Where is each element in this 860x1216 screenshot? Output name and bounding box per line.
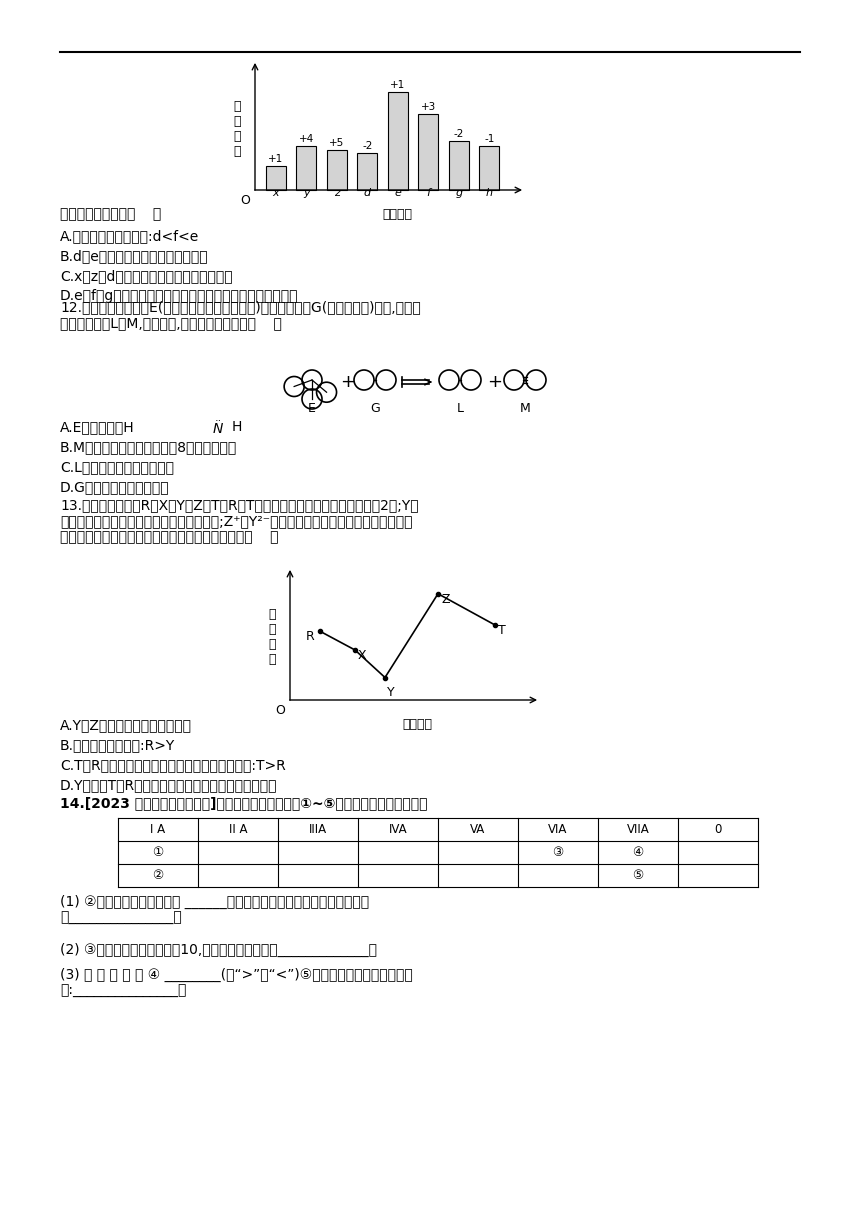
Text: ②: ②: [152, 869, 163, 882]
Text: y: y: [303, 188, 310, 198]
Bar: [388, 92, 408, 190]
Text: 原子序数: 原子序数: [382, 208, 412, 221]
Text: -2: -2: [454, 129, 464, 139]
Bar: [266, 165, 286, 190]
Text: 原
子
半
径: 原 子 半 径: [233, 100, 241, 158]
Text: R: R: [306, 630, 315, 643]
Text: g: g: [455, 188, 463, 198]
Text: 原
子
半
径: 原 子 半 径: [268, 608, 276, 666]
Text: IVA: IVA: [389, 823, 408, 837]
Text: -2: -2: [362, 141, 372, 152]
Text: +1: +1: [390, 80, 405, 90]
Text: IIIA: IIIA: [309, 823, 327, 837]
Text: -1: -1: [484, 134, 494, 143]
Text: z: z: [334, 188, 340, 198]
Text: M: M: [519, 402, 531, 415]
Bar: [327, 150, 347, 190]
Text: ③: ③: [552, 846, 563, 858]
Text: +5: +5: [329, 137, 344, 147]
Text: A.E的电子式为H: A.E的电子式为H: [60, 420, 135, 434]
Text: L: L: [457, 402, 464, 415]
Text: II A: II A: [229, 823, 248, 837]
Text: +: +: [488, 373, 502, 392]
Text: +1: +1: [268, 153, 283, 164]
Text: +: +: [341, 373, 355, 392]
Text: f: f: [427, 188, 430, 198]
Text: B.d与e组成的化合物一定只含离子键: B.d与e组成的化合物一定只含离子键: [60, 249, 209, 263]
Text: e: e: [395, 188, 402, 198]
Text: D.Y分别与T、R组成的二元化合物的水溶液一定是强酸: D.Y分别与T、R组成的二元化合物的水溶液一定是强酸: [60, 778, 278, 792]
Text: A.离子半径的大小顺序:d<f<e: A.离子半径的大小顺序:d<f<e: [60, 229, 200, 243]
Text: Y: Y: [387, 686, 395, 698]
Text: D.e、f、g的最高价氧化物对应的水化物两两之间能发生反应: D.e、f、g的最高价氧化物对应的水化物两两之间能发生反应: [60, 289, 298, 303]
Text: E: E: [308, 402, 316, 415]
Text: 0: 0: [715, 823, 722, 837]
Text: d: d: [364, 188, 371, 198]
Text: 原子序数: 原子序数: [402, 717, 432, 731]
Text: G: G: [370, 402, 380, 415]
Text: ..: ..: [214, 413, 222, 423]
Text: 下列叙述正确的是（    ）: 下列叙述正确的是（ ）: [60, 207, 162, 221]
Text: O: O: [240, 195, 250, 207]
Text: T: T: [498, 624, 506, 637]
Text: A.Y、Z组成的化合物只含离子键: A.Y、Z组成的化合物只含离子键: [60, 717, 192, 732]
Bar: [449, 141, 469, 190]
Text: (1) ②在周期表中的位置是第 ______周期，其淡黄色氧化物中存在的化学键
有_______________。: (1) ②在周期表中的位置是第 ______周期，其淡黄色氧化物中存在的化学键 …: [60, 895, 369, 925]
Text: B.氢化物的汸点高低:R>Y: B.氢化物的汸点高低:R>Y: [60, 738, 175, 751]
Bar: [357, 153, 378, 190]
Text: Z: Z: [441, 592, 450, 606]
Text: C.L分子中的化学键为极性键: C.L分子中的化学键为极性键: [60, 460, 174, 474]
Text: C.x、z、d组成的化合物一定是共价化合物: C.x、z、d组成的化合物一定是共价化合物: [60, 269, 232, 283]
Text: N: N: [212, 422, 224, 437]
Text: 13.现有短周期元素R、X、Y、Z、T。R与T原子最外层电子数均是电子层数的2倍;Y元
素能与大多数金属和非金属元素形成化合物;Z⁺与Y²⁻电子层结构相同。五种: 13.现有短周期元素R、X、Y、Z、T。R与T原子最外层电子数均是电子层数的2倍…: [60, 499, 419, 545]
Text: VIA: VIA: [549, 823, 568, 837]
Text: O: O: [275, 704, 285, 717]
Text: D.G是最活泼的非金属单质: D.G是最活泼的非金属单质: [60, 480, 169, 494]
Text: X: X: [358, 649, 366, 662]
Text: ⑤: ⑤: [632, 869, 643, 882]
Text: I A: I A: [150, 823, 166, 837]
Bar: [418, 114, 439, 190]
Text: VA: VA: [470, 823, 486, 837]
Text: x: x: [273, 188, 279, 198]
Text: H: H: [232, 420, 243, 434]
Text: (3) 非 金 属 性 ： ④ ________(填“>”或“<”)⑤，从原子结构角度解释其原
因:_______________。: (3) 非 金 属 性 ： ④ ________(填“>”或“<”)⑤，从原子结…: [60, 968, 413, 998]
Text: +4: +4: [298, 134, 314, 143]
Text: VIIA: VIIA: [627, 823, 649, 837]
Text: B.M分子中原子最外层均满足8电子稳定结构: B.M分子中原子最外层均满足8电子稳定结构: [60, 440, 237, 454]
Text: ④: ④: [632, 846, 643, 858]
Text: h: h: [486, 188, 493, 198]
Bar: [296, 146, 316, 190]
Text: 14.[2023 北京西城区高一期末]下表是短周期主族元素①~⑤在元素周期表中的位置。: 14.[2023 北京西城区高一期末]下表是短周期主族元素①~⑤在元素周期表中的…: [60, 796, 427, 810]
Text: 12.已知三角锥形分子E(能使紫色石蕊溶液变蓝色)和直线形分子G(黄绻色气体)反应,生成两
种直线形分子L和M,如图所示,下列判断错误的是（    ）: 12.已知三角锥形分子E(能使紫色石蕊溶液变蓝色)和直线形分子G(黄绻色气体)反…: [60, 300, 421, 331]
Bar: [479, 146, 500, 190]
Text: (2) ③的一种核素的中子数是10,表示该核素的符号是_____________。: (2) ③的一种核素的中子数是10,表示该核素的符号是_____________…: [60, 942, 377, 957]
Text: ①: ①: [152, 846, 163, 858]
Text: +3: +3: [421, 102, 436, 112]
Text: C.T、R的最高价氧化物对应的水化物的酸性强弱:T>R: C.T、R的最高价氧化物对应的水化物的酸性强弱:T>R: [60, 758, 286, 772]
